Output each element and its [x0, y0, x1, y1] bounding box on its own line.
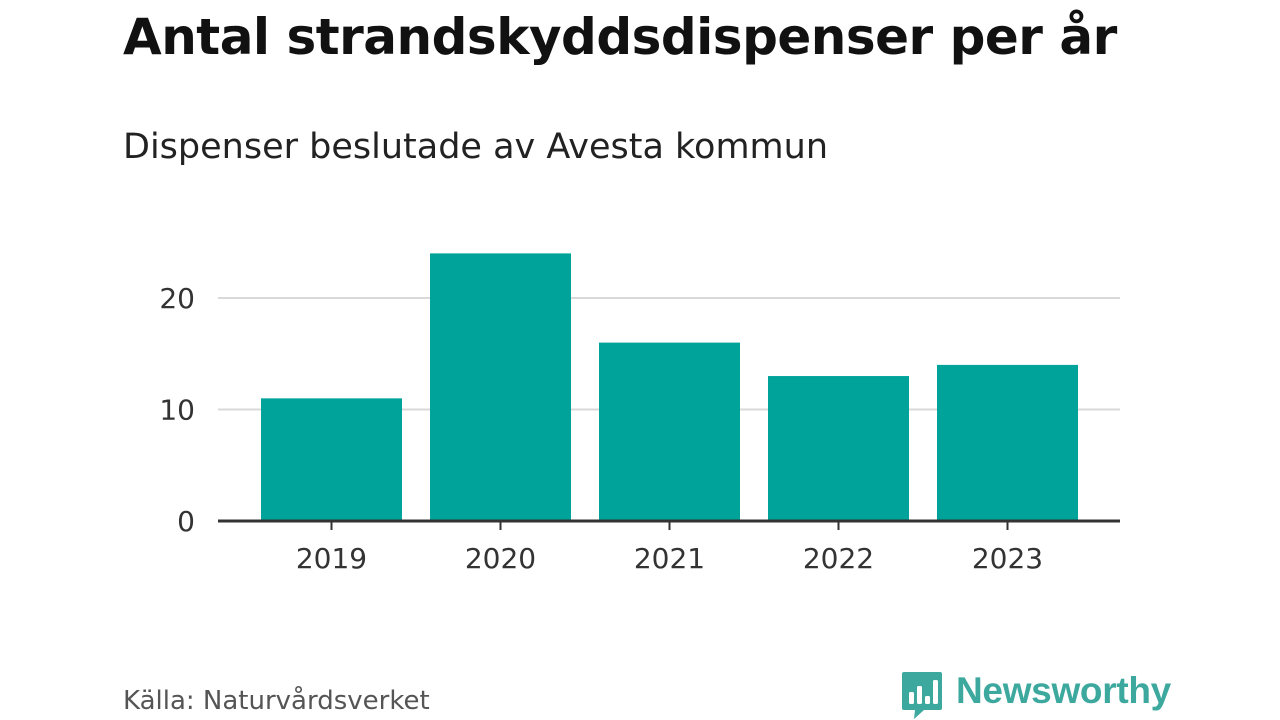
x-tick-label: 2019 — [296, 542, 367, 575]
bar-2020 — [430, 253, 571, 521]
bar-2019 — [261, 398, 402, 521]
y-tick-label: 0 — [177, 505, 195, 538]
newsworthy-logo: Newsworthy — [900, 670, 1171, 720]
y-tick-label: 20 — [159, 282, 195, 315]
logo-wordmark: Newsworthy — [956, 670, 1171, 711]
x-tick-label: 2022 — [803, 542, 874, 575]
chart-title: Antal strandskyddsdispenser per år — [123, 8, 1117, 66]
y-tick-labels: 0 10 20 — [159, 282, 195, 538]
x-tick-label: 2023 — [972, 542, 1043, 575]
bar-2022 — [768, 376, 909, 521]
bars — [261, 253, 1078, 521]
chart-subtitle: Dispenser beslutade av Avesta kommun — [123, 127, 829, 167]
bar-chart-speech-bubble-icon — [902, 672, 942, 719]
source-note: Källa: Naturvårdsverket — [123, 686, 430, 716]
bar-2023 — [937, 364, 1078, 521]
x-tick-label: 2021 — [634, 542, 705, 575]
x-tick-marks — [330, 521, 1009, 530]
x-tick-label: 2020 — [465, 542, 536, 575]
x-tick-labels: 2019 2020 2021 2022 2023 — [296, 542, 1043, 575]
y-tick-label: 10 — [159, 394, 195, 427]
bar-2021 — [599, 342, 740, 521]
